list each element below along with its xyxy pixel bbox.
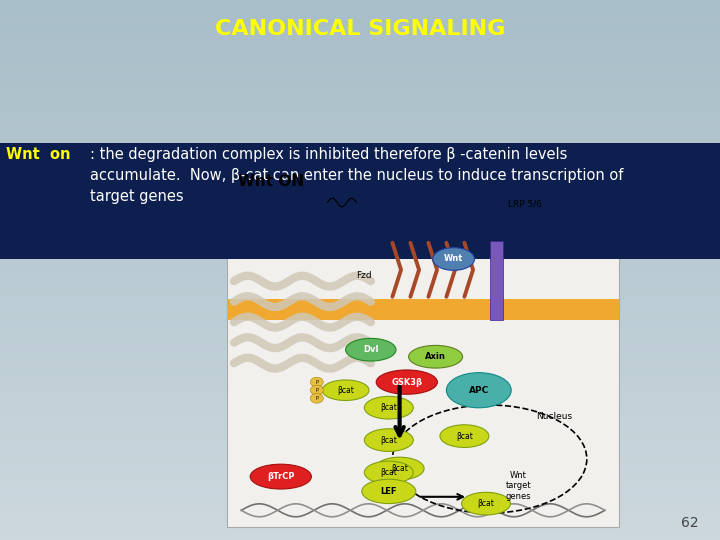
Text: P: P <box>315 380 318 384</box>
Ellipse shape <box>364 461 413 484</box>
Ellipse shape <box>462 492 510 515</box>
Text: βTrCP: βTrCP <box>267 472 294 481</box>
Text: APC: APC <box>469 386 489 395</box>
Circle shape <box>310 377 323 387</box>
Text: Wnt  on: Wnt on <box>6 147 71 163</box>
Text: βcat: βcat <box>477 499 495 508</box>
Text: GSK3β: GSK3β <box>391 377 423 387</box>
Circle shape <box>310 386 323 395</box>
Text: Dvl: Dvl <box>363 345 379 354</box>
Ellipse shape <box>440 425 489 448</box>
Ellipse shape <box>364 429 413 451</box>
Circle shape <box>310 394 323 403</box>
Text: Nucleus: Nucleus <box>536 412 572 421</box>
Text: Fzd: Fzd <box>356 271 372 280</box>
Text: LEF: LEF <box>381 487 397 496</box>
Text: 62: 62 <box>681 516 698 530</box>
Text: : the degradation complex is inhibited therefore β -catenin levels
accumulate.  : : the degradation complex is inhibited t… <box>90 147 624 205</box>
Text: Wnt ON: Wnt ON <box>238 174 304 189</box>
Text: βcat: βcat <box>380 403 397 412</box>
Ellipse shape <box>377 370 438 394</box>
FancyBboxPatch shape <box>490 241 503 320</box>
Ellipse shape <box>346 339 396 361</box>
FancyBboxPatch shape <box>227 167 619 526</box>
Ellipse shape <box>251 464 312 489</box>
FancyBboxPatch shape <box>0 143 720 259</box>
Ellipse shape <box>364 396 413 419</box>
Ellipse shape <box>375 457 424 480</box>
Text: βcat: βcat <box>337 386 354 395</box>
Text: CANONICAL SIGNALING: CANONICAL SIGNALING <box>215 19 505 39</box>
Text: βcat: βcat <box>380 468 397 477</box>
FancyBboxPatch shape <box>227 300 619 320</box>
Text: βcat: βcat <box>380 436 397 444</box>
Ellipse shape <box>409 346 462 368</box>
Text: P: P <box>315 396 318 401</box>
Text: P: P <box>315 388 318 393</box>
Ellipse shape <box>433 248 474 271</box>
Ellipse shape <box>362 480 416 503</box>
Text: Wnt: Wnt <box>444 254 463 264</box>
Ellipse shape <box>323 380 369 401</box>
Text: βcat: βcat <box>391 464 408 473</box>
Text: Axin: Axin <box>426 352 446 361</box>
Text: LRP 5/6: LRP 5/6 <box>508 200 541 209</box>
Text: Wnt
target
genes: Wnt target genes <box>505 471 531 501</box>
Ellipse shape <box>446 373 511 408</box>
Text: βcat: βcat <box>456 431 473 441</box>
